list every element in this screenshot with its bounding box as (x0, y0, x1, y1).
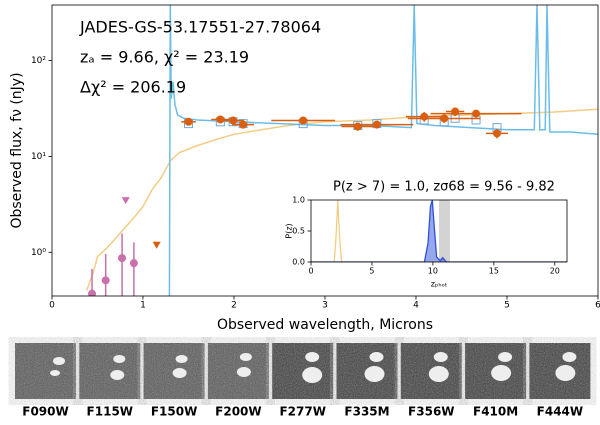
thumbnail-noise (79, 343, 141, 399)
photometry-point (451, 107, 460, 116)
thumbnail-noise (15, 343, 76, 399)
x-tick-label: 1 (140, 301, 146, 311)
source (239, 353, 252, 361)
source (498, 352, 513, 362)
photometry-point (184, 117, 193, 126)
x-tick-label: 4 (413, 301, 419, 311)
filter-label: F356W (408, 405, 454, 419)
annotation: Δχ² = 206.19 (80, 78, 186, 97)
x-tick-label: 5 (504, 301, 510, 311)
y-tick-label: 10¹ (31, 152, 46, 162)
x-tick-label: 10 (428, 267, 438, 276)
x-axis-label: Observed wavelength, Microns (217, 317, 433, 333)
inset-plot: 0 5 10 15 20 0.0 0.5 1.0 P(z > 7) = 1.0, zσ68 = … (285, 180, 568, 289)
x-tick-label: 2 (231, 301, 237, 311)
filter-label: F335M (344, 405, 389, 419)
thumbnail-noise (272, 343, 334, 399)
source (491, 365, 512, 381)
source (172, 368, 187, 378)
photometry-point (440, 114, 449, 123)
photometry-point (88, 289, 97, 296)
main-plot: 0 1 2 3 4 5 6 10⁰ 10¹ 10² JADES-GS-53.17551-27.780… (9, 4, 600, 333)
source (302, 367, 323, 383)
photometry-point (101, 276, 110, 285)
filter-label: F444W (537, 405, 583, 419)
photometry-point (299, 116, 308, 125)
pz-line (311, 200, 567, 262)
photometry-point (472, 109, 481, 118)
source (428, 366, 449, 382)
y-tick-label: 10⁰ (31, 248, 46, 258)
filter-label: F150W (151, 405, 197, 419)
filter-label: F090W (22, 405, 68, 419)
source (113, 355, 126, 363)
photometry-point (239, 120, 248, 129)
source (53, 357, 65, 365)
thumbnails: F090W F115W F150W F200W F277W F335M F356W F410M… (15, 343, 591, 419)
photometry-point (372, 120, 381, 129)
axes-frame (51, 4, 599, 297)
spectrum-line (168, 5, 598, 296)
inset-frame (310, 199, 568, 263)
source (562, 352, 577, 362)
inset-area (311, 200, 567, 262)
x-tick-label: 6 (595, 301, 600, 311)
filter-label: F410M (473, 405, 518, 419)
source (555, 365, 576, 381)
x-tick-label: 5 (369, 267, 374, 276)
photometry-point (118, 254, 127, 263)
x-tick-label: 3 (322, 301, 328, 311)
filter-label: F115W (87, 405, 133, 419)
inset-x-label: zₚₕₒₜ (431, 280, 448, 289)
source (50, 370, 60, 376)
source (236, 367, 251, 377)
source (433, 352, 448, 362)
upper-limit (152, 241, 161, 249)
source (110, 370, 125, 380)
annotation: JADES-GS-53.17551-27.78064 (79, 18, 321, 37)
source (364, 366, 385, 382)
inset-y-label: P(z) (285, 223, 294, 238)
plot-area (85, 5, 598, 296)
photometry-point (216, 115, 225, 124)
x-tick-label: 15 (489, 267, 499, 276)
upper-limit (121, 197, 130, 205)
photometry-point (420, 112, 429, 121)
x-tick-label: 0 (308, 267, 313, 276)
source (175, 355, 188, 363)
y-axis-label: Observed flux, fν (nJy) (9, 72, 25, 228)
source (305, 352, 320, 362)
inset-title: P(z > 7) = 1.0, zσ68 = 9.56 - 9.82 (333, 180, 555, 195)
annotation: zₐ = 9.66, χ² = 23.19 (80, 48, 249, 67)
photometry-point (229, 116, 238, 125)
y-tick-label: 1.0 (292, 196, 305, 205)
confidence-band (439, 200, 450, 262)
photometry-point (353, 122, 362, 131)
y-tick-label: 0.5 (292, 227, 305, 236)
filter-label: F200W (215, 405, 261, 419)
x-tick-label: 0 (49, 301, 55, 311)
photometry-point (492, 129, 501, 138)
y-tick-label: 0.0 (292, 258, 305, 267)
x-tick-label: 20 (550, 267, 560, 276)
photometry-point (129, 259, 138, 268)
filter-label: F277W (279, 405, 325, 419)
source (369, 352, 384, 362)
y-tick-label: 10² (31, 56, 46, 66)
